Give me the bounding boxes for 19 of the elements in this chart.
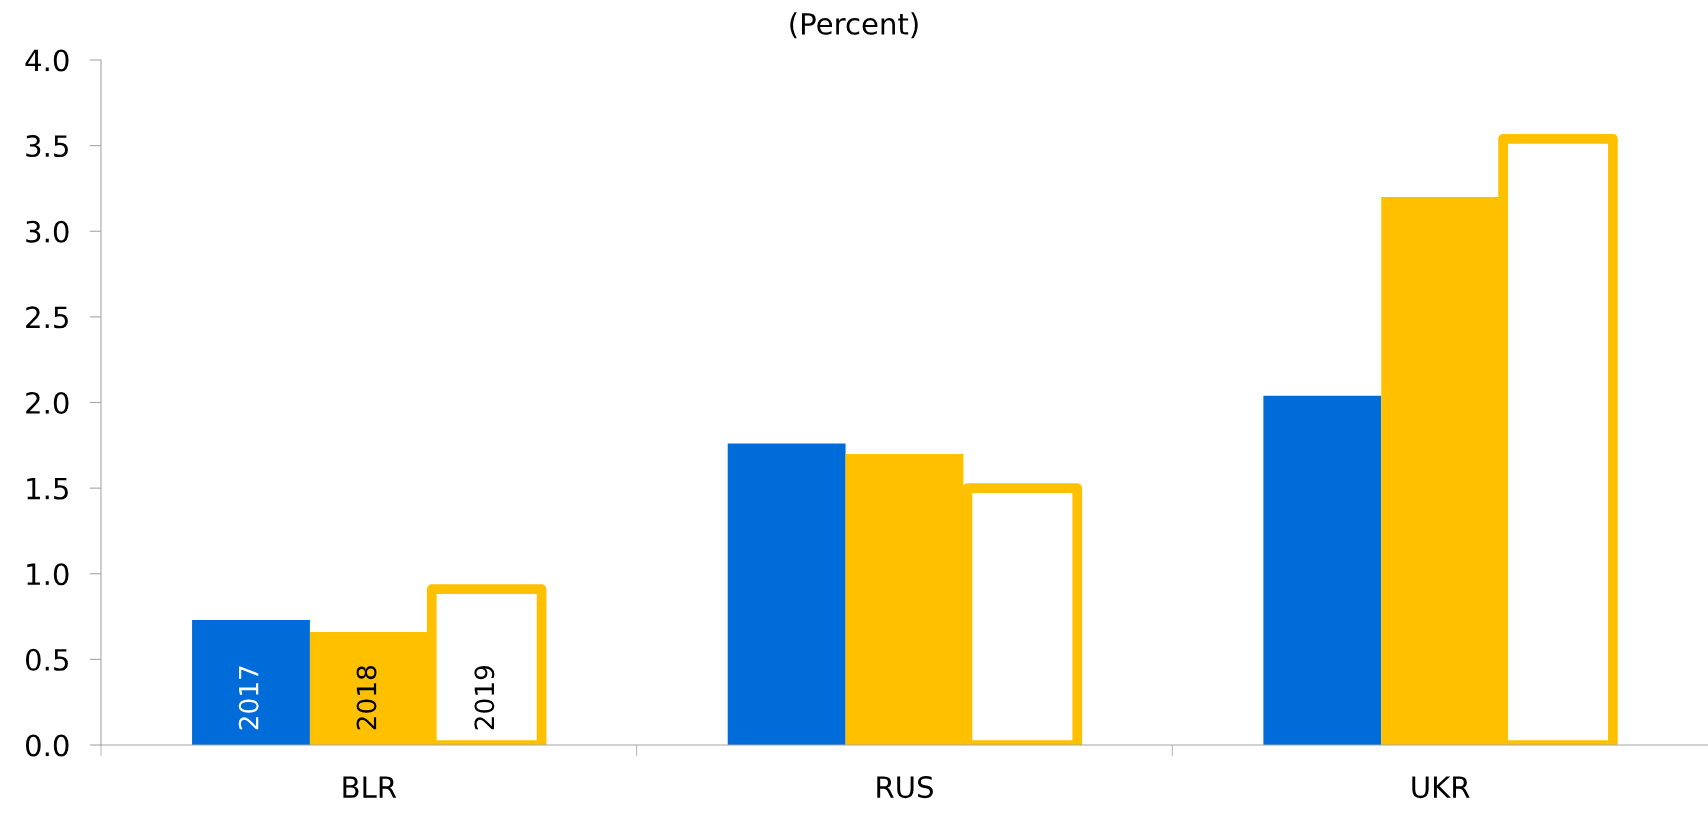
y-tick-label: 0.5: [25, 648, 68, 671]
x-tick-label: UKR: [1412, 776, 1470, 799]
bar: [192, 619, 310, 745]
series-label: 2018: [356, 665, 377, 730]
series-label: 2017: [238, 666, 259, 730]
y-tick-label: 1.0: [27, 563, 69, 586]
bar: [727, 443, 846, 745]
y-tick-label: 2.5: [26, 306, 68, 329]
y-tick-label: 1.5: [27, 477, 68, 500]
series-label: 2019: [474, 666, 495, 730]
y-tick-label: 3.5: [26, 135, 68, 158]
y-tick-label: 3.0: [26, 220, 69, 243]
bar: [1263, 395, 1382, 745]
y-tick-label: 2.0: [26, 391, 69, 414]
x-tick-label: RUS: [877, 776, 933, 799]
chart-title: (Percent): [790, 12, 918, 39]
y-tick-label: 4.0: [25, 49, 69, 72]
y-tick-label: 0.0: [25, 734, 69, 757]
x-tick-label: BLR: [343, 776, 397, 798]
